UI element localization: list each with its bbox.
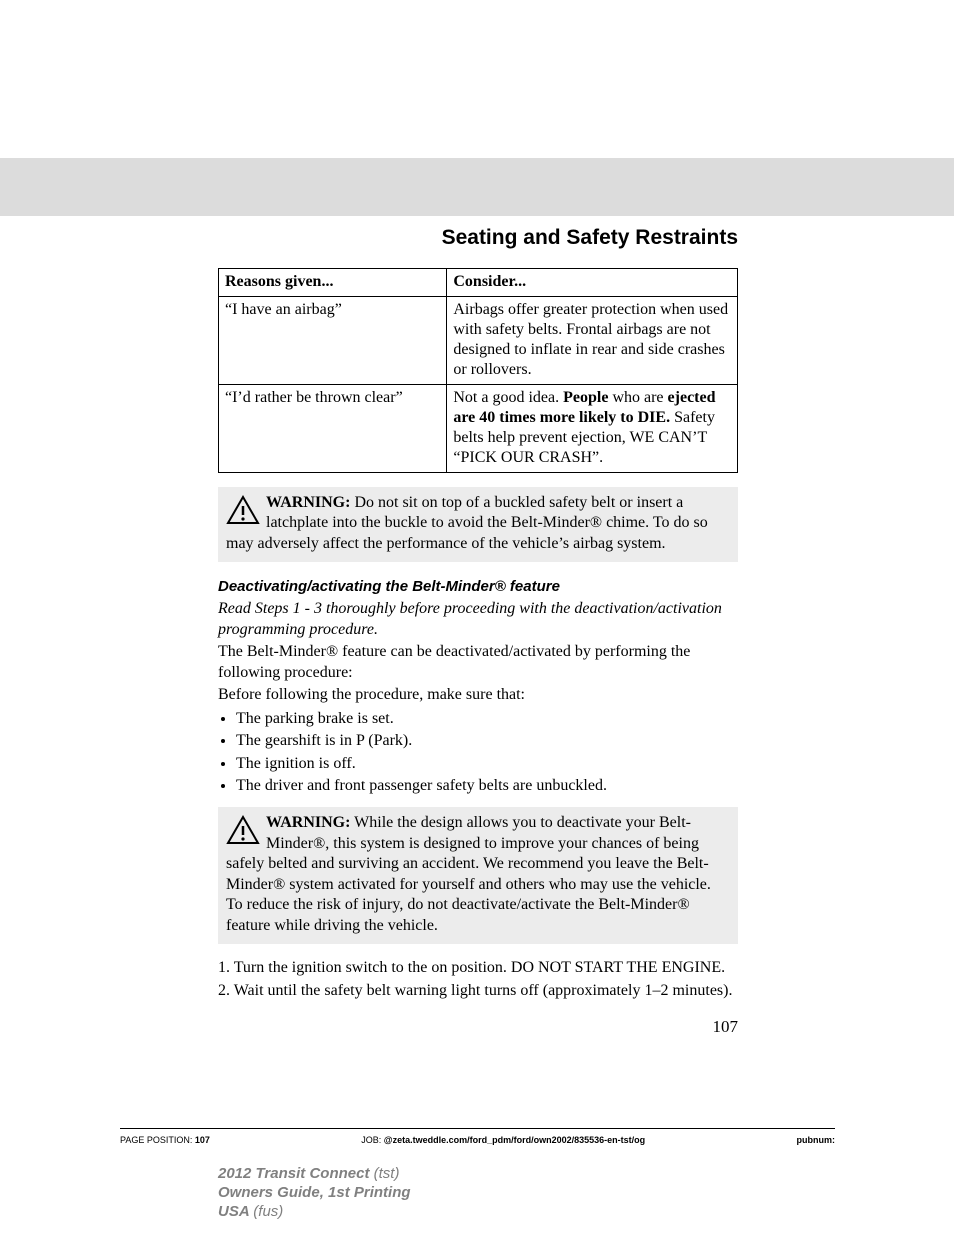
footer-page-position: PAGE POSITION: 107 [120, 1135, 210, 1145]
list-item: The driver and front passenger safety be… [236, 775, 738, 797]
warning-label: WARNING: [266, 814, 350, 831]
th-consider: Consider... [447, 269, 738, 297]
vehicle-info: 2012 Transit Connect (tst) Owners Guide,… [218, 1165, 411, 1221]
checklist: The parking brake is set. The gearshift … [218, 708, 738, 798]
warning-box-1: WARNING: Do not sit on top of a buckled … [218, 487, 738, 562]
cell-reason: “I’d rather be thrown clear” [219, 385, 447, 473]
page-content: Seating and Safety Restraints Reasons gi… [218, 226, 738, 1037]
italic-instruction: Read Steps 1 - 3 thoroughly before proce… [218, 599, 738, 640]
list-item: The parking brake is set. [236, 708, 738, 730]
intro-paragraph: The Belt-Minder® feature can be deactiva… [218, 642, 738, 683]
table-row: “I have an airbag” Airbags offer greater… [219, 297, 738, 385]
table-row: “I’d rather be thrown clear” Not a good … [219, 385, 738, 473]
list-item: The ignition is off. [236, 753, 738, 775]
reasons-table: Reasons given... Consider... “I have an … [218, 268, 738, 473]
header-gray-band [0, 158, 954, 216]
warning-icon [226, 495, 260, 525]
warning-icon [226, 815, 260, 845]
cell-consider: Airbags offer greater protection when us… [447, 297, 738, 385]
step-1: 1. Turn the ignition switch to the on po… [218, 958, 738, 978]
footer-pubnum: pubnum: [797, 1135, 836, 1145]
before-paragraph: Before following the procedure, make sur… [218, 685, 738, 705]
warning-text: While the design allows you to deactivat… [226, 814, 711, 933]
cell-reason: “I have an airbag” [219, 297, 447, 385]
table-header-row: Reasons given... Consider... [219, 269, 738, 297]
step-2: 2. Wait until the safety belt warning li… [218, 981, 738, 1001]
page-number: 107 [218, 1017, 738, 1037]
subheading: Deactivating/activating the Belt-Minder®… [218, 578, 738, 595]
chapter-title: Seating and Safety Restraints [218, 226, 738, 250]
warning-box-2: WARNING: While the design allows you to … [218, 807, 738, 944]
cell-consider: Not a good idea. People who are ejected … [447, 385, 738, 473]
footer-job: JOB: @zeta.tweddle.com/ford_pdm/ford/own… [361, 1135, 645, 1145]
list-item: The gearshift is in P (Park). [236, 730, 738, 752]
warning-label: WARNING: [266, 494, 350, 511]
footer-meta-bar: PAGE POSITION: 107 JOB: @zeta.tweddle.co… [120, 1128, 835, 1145]
th-reasons: Reasons given... [219, 269, 447, 297]
